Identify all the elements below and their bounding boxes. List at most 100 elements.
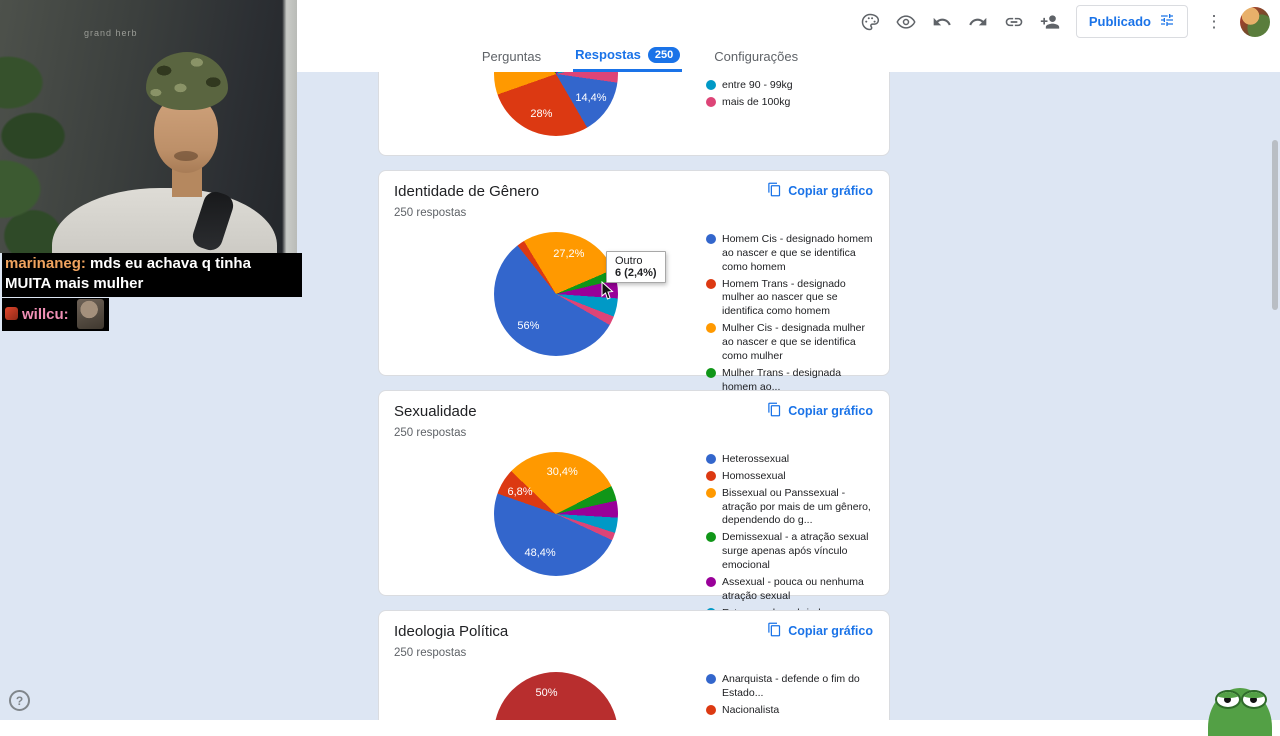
tab-perguntas-label: Perguntas: [482, 49, 541, 64]
publish-button[interactable]: Publicado: [1076, 5, 1188, 38]
tab-respostas[interactable]: Respostas 250: [573, 40, 682, 72]
chat-badge-icon: [5, 307, 18, 320]
chat-message: willcu:: [2, 298, 109, 331]
tooltip-value: 6 (2,4%): [615, 267, 657, 279]
legend-item: Assexual - pouca ou nenhuma atração sexu…: [706, 576, 878, 604]
chat-emote-image: [77, 299, 104, 329]
pepe-emote: [1208, 686, 1272, 720]
chat-message: marinaneg: mds eu achava q tinha MUITA m…: [2, 253, 302, 297]
response-card-sexualidade: Sexualidade 250 respostas Copiar gráfico…: [378, 390, 890, 596]
legend-item: mais de 100kg: [706, 96, 878, 110]
legend-label: Homem Trans - designado mulher ao nascer…: [722, 278, 878, 320]
pepe-eye: [1241, 690, 1267, 709]
streamer-webcam: grand herb: [0, 0, 297, 253]
pie-slice-label: 50%: [536, 687, 558, 699]
legend-label: Heterossexual: [722, 453, 789, 467]
copy-icon: [767, 182, 782, 200]
legend-color-dot: [706, 97, 716, 107]
legend-label: Homossexual: [722, 470, 786, 484]
legend-label: mais de 100kg: [722, 96, 790, 110]
copy-chart-button[interactable]: Copiar gráfico: [767, 622, 873, 640]
copy-icon: [767, 622, 782, 640]
help-button[interactable]: ?: [9, 690, 30, 711]
tab-perguntas[interactable]: Perguntas: [480, 40, 543, 72]
chart-tooltip: Outro 6 (2,4%): [606, 251, 666, 283]
legend-item: Demissexual - a atração sexual surge ape…: [706, 531, 878, 573]
account-avatar[interactable]: [1240, 7, 1270, 37]
pie-chart[interactable]: 14,4% 28%: [494, 72, 618, 136]
google-forms-app: Publicado ⋮ Perguntas Respostas 250 Conf…: [0, 0, 1280, 720]
legend-color-dot: [706, 471, 716, 481]
copy-chart-label: Copiar gráfico: [788, 184, 873, 198]
tooltip-label: Outro: [615, 255, 657, 267]
chat-username: willcu:: [22, 306, 73, 323]
response-card-identidade-genero: Identidade de Gênero 250 respostas Copia…: [378, 170, 890, 376]
legend-color-dot: [706, 705, 716, 715]
copy-chart-button[interactable]: Copiar gráfico: [767, 402, 873, 420]
tab-configuracoes[interactable]: Configurações: [712, 40, 800, 72]
legend-color-dot: [706, 488, 716, 498]
add-collaborator-icon[interactable]: [1034, 6, 1066, 38]
chat-messages: marinaneg: mds eu achava q tinha MUITA m…: [2, 253, 302, 332]
card-title: Identidade de Gênero: [394, 183, 539, 200]
pie-slice-label: 14,4%: [575, 92, 606, 104]
responses-count-label: 250 respostas: [394, 647, 466, 659]
legend-item: Homossexual: [706, 470, 878, 484]
responses-count-label: 250 respostas: [394, 427, 466, 439]
copy-icon: [767, 402, 782, 420]
more-options-icon[interactable]: ⋮: [1198, 6, 1230, 38]
publish-settings-icon: [1159, 12, 1175, 31]
undo-icon[interactable]: [926, 6, 958, 38]
legend-label: entre 90 - 99kg: [722, 79, 793, 93]
tab-configuracoes-label: Configurações: [714, 49, 798, 64]
copy-chart-button[interactable]: Copiar gráfico: [767, 182, 873, 200]
legend-item: Nacionalista: [706, 704, 878, 718]
legend-item: Homem Cis - designado homem ao nascer e …: [706, 233, 878, 275]
legend-label: Bissexual ou Panssexual - atração por ma…: [722, 487, 878, 529]
legend-item: Anarquista - defende o fim do Estado...: [706, 673, 878, 701]
pie-chart[interactable]: 48,4% 6,8% 30,4%: [494, 452, 618, 576]
pie-slice-label: 30,4%: [547, 466, 578, 478]
legend-label: Homem Cis - designado homem ao nascer e …: [722, 233, 878, 275]
pie-slice-label: 56%: [517, 320, 539, 332]
redo-icon[interactable]: [962, 6, 994, 38]
pepe-eye: [1215, 690, 1241, 709]
copy-link-icon[interactable]: [998, 6, 1030, 38]
legend-color-dot: [706, 674, 716, 684]
pie-slice-label: 27,2%: [553, 248, 584, 260]
pie-slice-label: 6,8%: [507, 486, 532, 498]
theme-palette-icon[interactable]: [854, 6, 886, 38]
mouse-cursor: [601, 281, 615, 306]
responses-count-label: 250 respostas: [394, 207, 466, 219]
responses-count-badge: 250: [648, 47, 680, 63]
response-card-cropped: 14,4% 28% entre 90 - 99kg mais de 100kg: [378, 72, 890, 156]
legend-color-dot: [706, 368, 716, 378]
publish-button-label: Publicado: [1089, 14, 1151, 29]
card-title: Ideologia Política: [394, 623, 508, 640]
preview-eye-icon[interactable]: [890, 6, 922, 38]
legend-color-dot: [706, 532, 716, 542]
legend-color-dot: [706, 577, 716, 587]
legend-label: Anarquista - defende o fim do Estado...: [722, 673, 878, 701]
copy-chart-label: Copiar gráfico: [788, 404, 873, 418]
legend-color-dot: [706, 454, 716, 464]
pie-slice-label: 48,4%: [525, 547, 556, 559]
response-card-ideologia-politica: Ideologia Política 250 respostas Copiar …: [378, 610, 890, 720]
legend-item: Mulher Cis - designada mulher ao nascer …: [706, 322, 878, 364]
webcam-vignette: [0, 0, 297, 253]
pie-slice-label: 28%: [530, 108, 552, 120]
tab-respostas-label: Respostas: [575, 47, 641, 62]
scrollbar-thumb[interactable]: [1272, 140, 1278, 310]
copy-chart-label: Copiar gráfico: [788, 624, 873, 638]
pie-chart[interactable]: 56% 27,2%: [494, 232, 618, 356]
pie-chart[interactable]: 50%: [494, 672, 618, 720]
legend-item: Homem Trans - designado mulher ao nascer…: [706, 278, 878, 320]
legend-item: Bissexual ou Panssexual - atração por ma…: [706, 487, 878, 529]
legend-color-dot: [706, 234, 716, 244]
chat-username: marinaneg:: [5, 255, 90, 272]
legend-label: Demissexual - a atração sexual surge ape…: [722, 531, 878, 573]
legend-item: Heterossexual: [706, 453, 878, 467]
chart-legend: entre 90 - 99kg mais de 100kg: [706, 79, 878, 113]
legend-color-dot: [706, 80, 716, 90]
legend-label: Nacionalista: [722, 704, 779, 718]
